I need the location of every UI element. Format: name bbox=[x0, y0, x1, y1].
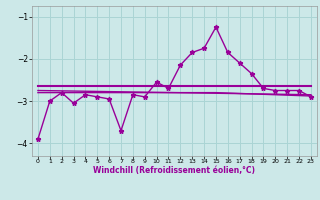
X-axis label: Windchill (Refroidissement éolien,°C): Windchill (Refroidissement éolien,°C) bbox=[93, 166, 255, 175]
